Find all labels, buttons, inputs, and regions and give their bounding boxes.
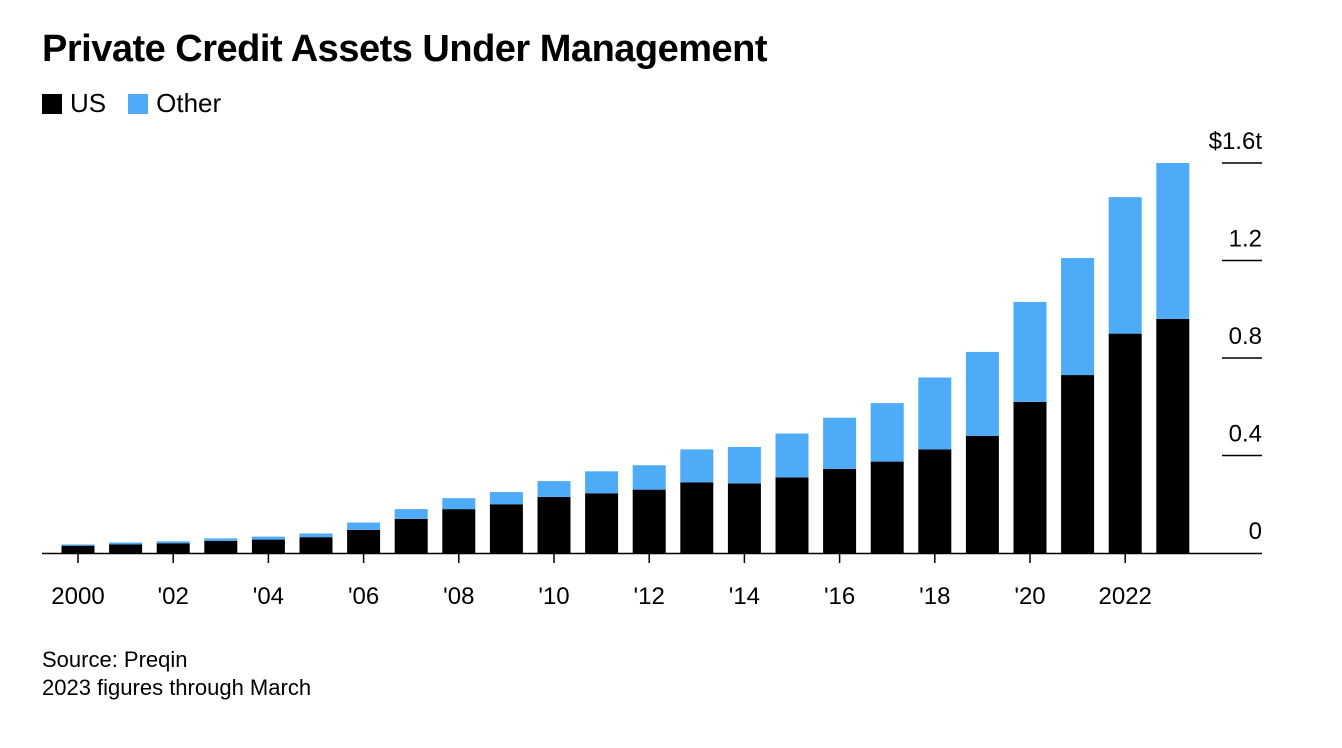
x-tick-label-'08: '08 xyxy=(443,583,474,610)
legend: US Other xyxy=(42,88,243,119)
data-note: 2023 figures through March xyxy=(42,675,312,700)
legend-item-other: Other xyxy=(128,88,221,119)
bar-us-2009 xyxy=(489,504,523,553)
x-tick-label-'12: '12 xyxy=(634,583,665,610)
bar-other-2023 xyxy=(1156,163,1190,319)
bar-other-2013 xyxy=(680,449,714,483)
bar-other-2015 xyxy=(775,433,809,478)
bar-us-2011 xyxy=(585,493,619,553)
legend-label-us: US xyxy=(70,88,107,118)
bar-other-2006 xyxy=(347,522,381,530)
y-tick-label-0.8: 0.8 xyxy=(1229,323,1262,350)
bar-other-2016 xyxy=(823,417,857,469)
bar-us-2013 xyxy=(680,482,714,553)
bar-other-2005 xyxy=(299,533,333,538)
bar-other-2012 xyxy=(632,465,666,490)
bar-other-2020 xyxy=(1013,301,1047,402)
bar-other-2003 xyxy=(204,538,238,541)
x-tick-label-'18: '18 xyxy=(919,583,950,610)
bar-other-2001 xyxy=(109,542,143,545)
x-tick-label-2022: 2022 xyxy=(1099,583,1152,610)
bar-us-2017 xyxy=(870,461,904,553)
y-tick-label-$1.6t: $1.6t xyxy=(1209,128,1263,155)
bar-us-2018 xyxy=(918,449,952,553)
bar-other-2002 xyxy=(156,541,190,544)
x-tick-label-'16: '16 xyxy=(824,583,855,610)
bar-us-2003 xyxy=(204,540,238,553)
bar-other-2004 xyxy=(251,536,285,540)
bar-us-2015 xyxy=(775,477,809,553)
bar-other-2008 xyxy=(442,498,476,510)
bar-other-2019 xyxy=(965,351,999,436)
bar-us-2005 xyxy=(299,537,333,553)
legend-swatch-other xyxy=(128,93,149,114)
x-tick-label-'06: '06 xyxy=(348,583,379,610)
y-tick-label-0.4: 0.4 xyxy=(1229,421,1262,448)
bar-us-2019 xyxy=(965,436,999,553)
bar-other-2007 xyxy=(394,509,428,519)
bar-us-2010 xyxy=(537,496,571,553)
x-tick-label-'02: '02 xyxy=(158,583,189,610)
bar-us-2016 xyxy=(823,468,857,553)
bar-us-2000 xyxy=(61,545,95,553)
bar-us-2012 xyxy=(632,489,666,553)
legend-item-us: US xyxy=(42,88,106,119)
x-tick-label-2000: 2000 xyxy=(51,583,104,610)
bar-other-2021 xyxy=(1061,258,1095,376)
bar-other-2014 xyxy=(727,446,761,484)
bar-us-2008 xyxy=(442,509,476,553)
x-tick-label-'10: '10 xyxy=(538,583,569,610)
x-tick-label-'14: '14 xyxy=(729,583,760,610)
bar-us-2004 xyxy=(251,539,285,553)
bar-us-2020 xyxy=(1013,401,1047,553)
bar-us-2023 xyxy=(1156,319,1190,553)
chart-footer: Source: Preqin 2023 figures through Marc… xyxy=(42,646,311,702)
bar-other-2018 xyxy=(918,377,952,450)
bar-other-2009 xyxy=(489,492,523,505)
bar-us-2021 xyxy=(1061,375,1095,553)
legend-label-other: Other xyxy=(156,88,222,118)
bar-other-2010 xyxy=(537,481,571,497)
bar-us-2001 xyxy=(109,544,143,553)
y-tick-label-1.2: 1.2 xyxy=(1229,226,1262,253)
bar-other-2022 xyxy=(1108,197,1142,334)
y-tick-label-0: 0 xyxy=(1249,518,1262,545)
bar-other-2011 xyxy=(585,471,619,494)
bar-us-2002 xyxy=(156,543,190,553)
bar-us-2022 xyxy=(1108,333,1142,553)
bar-other-2000 xyxy=(61,544,95,546)
bar-us-2014 xyxy=(727,483,761,553)
bar-us-2007 xyxy=(394,518,428,553)
source-note: Source: Preqin xyxy=(42,647,188,672)
bar-other-2017 xyxy=(870,403,904,462)
x-tick-label-'20: '20 xyxy=(1014,583,1045,610)
x-tick-label-'04: '04 xyxy=(253,583,284,610)
bar-us-2006 xyxy=(347,529,381,553)
chart-title: Private Credit Assets Under Management xyxy=(42,28,768,70)
legend-swatch-us xyxy=(42,93,62,114)
